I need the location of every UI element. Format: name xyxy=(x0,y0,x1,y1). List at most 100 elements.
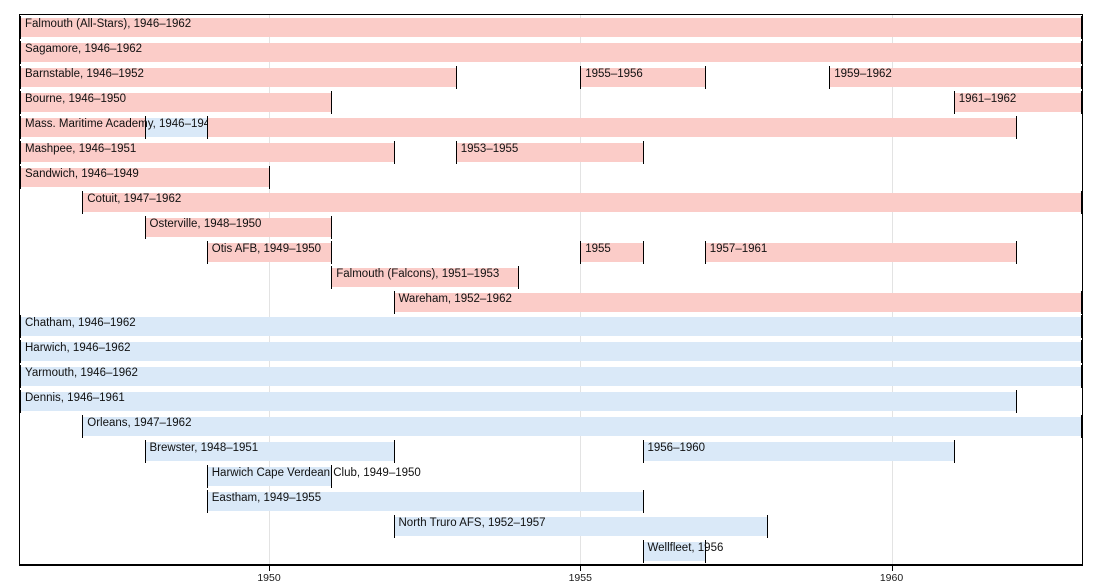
timeline-row[interactable]: Sandwich, 1946–1949 xyxy=(20,165,1082,190)
timeline-bar-segment[interactable] xyxy=(144,442,394,462)
segment-boundary-tick xyxy=(331,240,333,264)
timeline-bar-segment[interactable] xyxy=(206,117,1016,137)
timeline-row[interactable]: Barnstable, 1946–1952 1955–1956 1959–1962 xyxy=(20,65,1082,90)
timeline-bar-segment[interactable] xyxy=(829,67,1082,87)
timeline-row[interactable]: Harwich, 1946–1962 xyxy=(20,339,1082,364)
segment-boundary-tick xyxy=(393,140,395,164)
timeline-row[interactable]: Falmouth (Falcons), 1951–1953 xyxy=(20,265,1082,290)
segment-boundary-tick xyxy=(20,315,21,339)
segment-boundary-tick xyxy=(144,215,146,239)
segment-boundary-tick xyxy=(1081,415,1082,439)
segment-boundary-tick xyxy=(953,440,955,464)
timeline-bar-segment[interactable] xyxy=(20,117,145,137)
plot-panel: Falmouth (All-Stars), 1946–1962 Sagamore,… xyxy=(19,14,1083,565)
segment-boundary-tick xyxy=(20,140,21,164)
timeline-bar-segment[interactable] xyxy=(642,542,705,562)
segment-boundary-tick xyxy=(144,440,146,464)
timeline-bar-segment[interactable] xyxy=(20,42,1082,62)
segment-boundary-tick xyxy=(269,165,270,189)
timeline-row[interactable]: Falmouth (All-Stars), 1946–1962 xyxy=(20,15,1082,40)
timeline-bar-segment[interactable] xyxy=(580,67,705,87)
timeline-bar-segment[interactable] xyxy=(953,92,1082,112)
segment-boundary-tick xyxy=(953,90,955,114)
timeline-row[interactable]: Sagamore, 1946–1962 xyxy=(20,40,1082,65)
timeline-row[interactable]: Wellfleet, 1956 xyxy=(20,539,1082,564)
timeline-row[interactable]: Chatham, 1946–1962 xyxy=(20,314,1082,339)
segment-boundary-tick xyxy=(518,265,519,289)
timeline-bar-segment[interactable] xyxy=(20,67,456,87)
gridline-1960 xyxy=(891,15,893,564)
timeline-bar-segment[interactable] xyxy=(20,392,1016,412)
x-axis-tick-label: 1955 xyxy=(568,572,592,584)
timeline-row[interactable]: Mass. Maritime Academy, 1946–1947; 1949–… xyxy=(20,115,1082,140)
segment-boundary-tick xyxy=(206,115,208,139)
timeline-bar-segment[interactable] xyxy=(20,167,269,187)
segment-boundary-tick xyxy=(20,65,21,89)
timeline-row[interactable]: Wareham, 1952–1962 xyxy=(20,290,1082,315)
segment-boundary-tick xyxy=(20,165,21,189)
segment-boundary-tick xyxy=(331,265,333,289)
segment-boundary-tick xyxy=(1081,65,1082,89)
gridline-1950 xyxy=(269,15,270,564)
segment-boundary-tick xyxy=(1081,340,1082,364)
segment-boundary-tick xyxy=(455,65,457,89)
plot-area: Falmouth (All-Stars), 1946–1962 Sagamore,… xyxy=(20,15,1082,564)
timeline-row[interactable]: Harwich Cape Verdean Club, 1949–1950 xyxy=(20,464,1082,489)
timeline-bar-segment[interactable] xyxy=(20,92,332,112)
segment-boundary-tick xyxy=(1081,190,1082,214)
segment-boundary-tick xyxy=(1081,16,1082,39)
timeline-bar-segment[interactable] xyxy=(704,242,1016,262)
timeline-row[interactable]: Otis AFB, 1949–1950 1955 1957–1961 xyxy=(20,240,1082,265)
segment-boundary-tick xyxy=(580,240,582,264)
x-axis-tick xyxy=(891,566,893,571)
timeline-bar-segment[interactable] xyxy=(331,267,518,287)
x-axis-tick xyxy=(269,566,270,571)
segment-boundary-tick xyxy=(20,90,21,114)
segment-boundary-tick xyxy=(82,190,84,214)
timeline-bar-segment[interactable] xyxy=(20,367,1082,387)
segment-boundary-tick xyxy=(1081,365,1082,389)
segment-boundary-tick xyxy=(206,465,208,489)
timeline-bar-segment[interactable] xyxy=(20,317,1082,337)
segment-boundary-tick xyxy=(829,65,831,89)
segment-boundary-tick xyxy=(20,365,21,389)
timeline-row[interactable]: Eastham, 1949–1955 xyxy=(20,489,1082,514)
segment-boundary-tick xyxy=(1081,90,1082,114)
x-axis-tick-label: 1960 xyxy=(879,572,904,584)
x-axis-line xyxy=(19,565,1083,566)
timeline-row[interactable]: Bourne, 1946–1950 1961–1962 xyxy=(20,90,1082,115)
timeline-row[interactable]: Mashpee, 1946–1951 1953–1955 xyxy=(20,140,1082,165)
timeline-row[interactable]: Osterville, 1948–1950 xyxy=(20,215,1082,240)
timeline-bar-segment[interactable] xyxy=(20,142,394,162)
segment-boundary-tick xyxy=(331,215,333,239)
segment-boundary-tick xyxy=(393,440,395,464)
timeline-bar-segment[interactable] xyxy=(206,242,332,262)
segment-boundary-tick xyxy=(20,390,21,414)
timeline-row[interactable]: Cotuit, 1947–1962 xyxy=(20,190,1082,215)
segment-boundary-tick xyxy=(206,240,208,264)
timeline-bar-segment[interactable] xyxy=(82,417,1082,437)
timeline-bar-segment[interactable] xyxy=(642,442,954,462)
timeline-row[interactable]: North Truro AFS, 1952–1957 xyxy=(20,514,1082,539)
segment-boundary-tick xyxy=(1016,240,1017,264)
segment-boundary-tick xyxy=(1016,115,1017,139)
timeline-bar-segment[interactable] xyxy=(20,18,1082,37)
timeline-bar-segment[interactable] xyxy=(580,242,643,262)
timeline-row[interactable]: Yarmouth, 1946–1962 xyxy=(20,364,1082,389)
timeline-bar-segment[interactable] xyxy=(393,517,767,537)
segment-boundary-tick xyxy=(1081,315,1082,339)
segment-boundary-tick xyxy=(642,490,644,514)
timeline-row[interactable]: Brewster, 1948–1951 1956–1960 xyxy=(20,439,1082,464)
timeline-row[interactable]: Orleans, 1947–1962 xyxy=(20,414,1082,439)
timeline-bar-segment[interactable] xyxy=(455,142,643,162)
timeline-bar-segment[interactable] xyxy=(82,192,1082,212)
segment-boundary-tick xyxy=(82,415,84,439)
timeline-bar-segment[interactable] xyxy=(206,467,332,487)
timeline-row[interactable]: Dennis, 1946–1961 xyxy=(20,389,1082,414)
timeline-bar-segment[interactable] xyxy=(20,342,1082,362)
timeline-bar-segment[interactable] xyxy=(393,292,1082,312)
timeline-bar-segment[interactable] xyxy=(144,217,332,237)
segment-boundary-tick xyxy=(206,490,208,514)
timeline-bar-segment[interactable] xyxy=(206,492,643,512)
